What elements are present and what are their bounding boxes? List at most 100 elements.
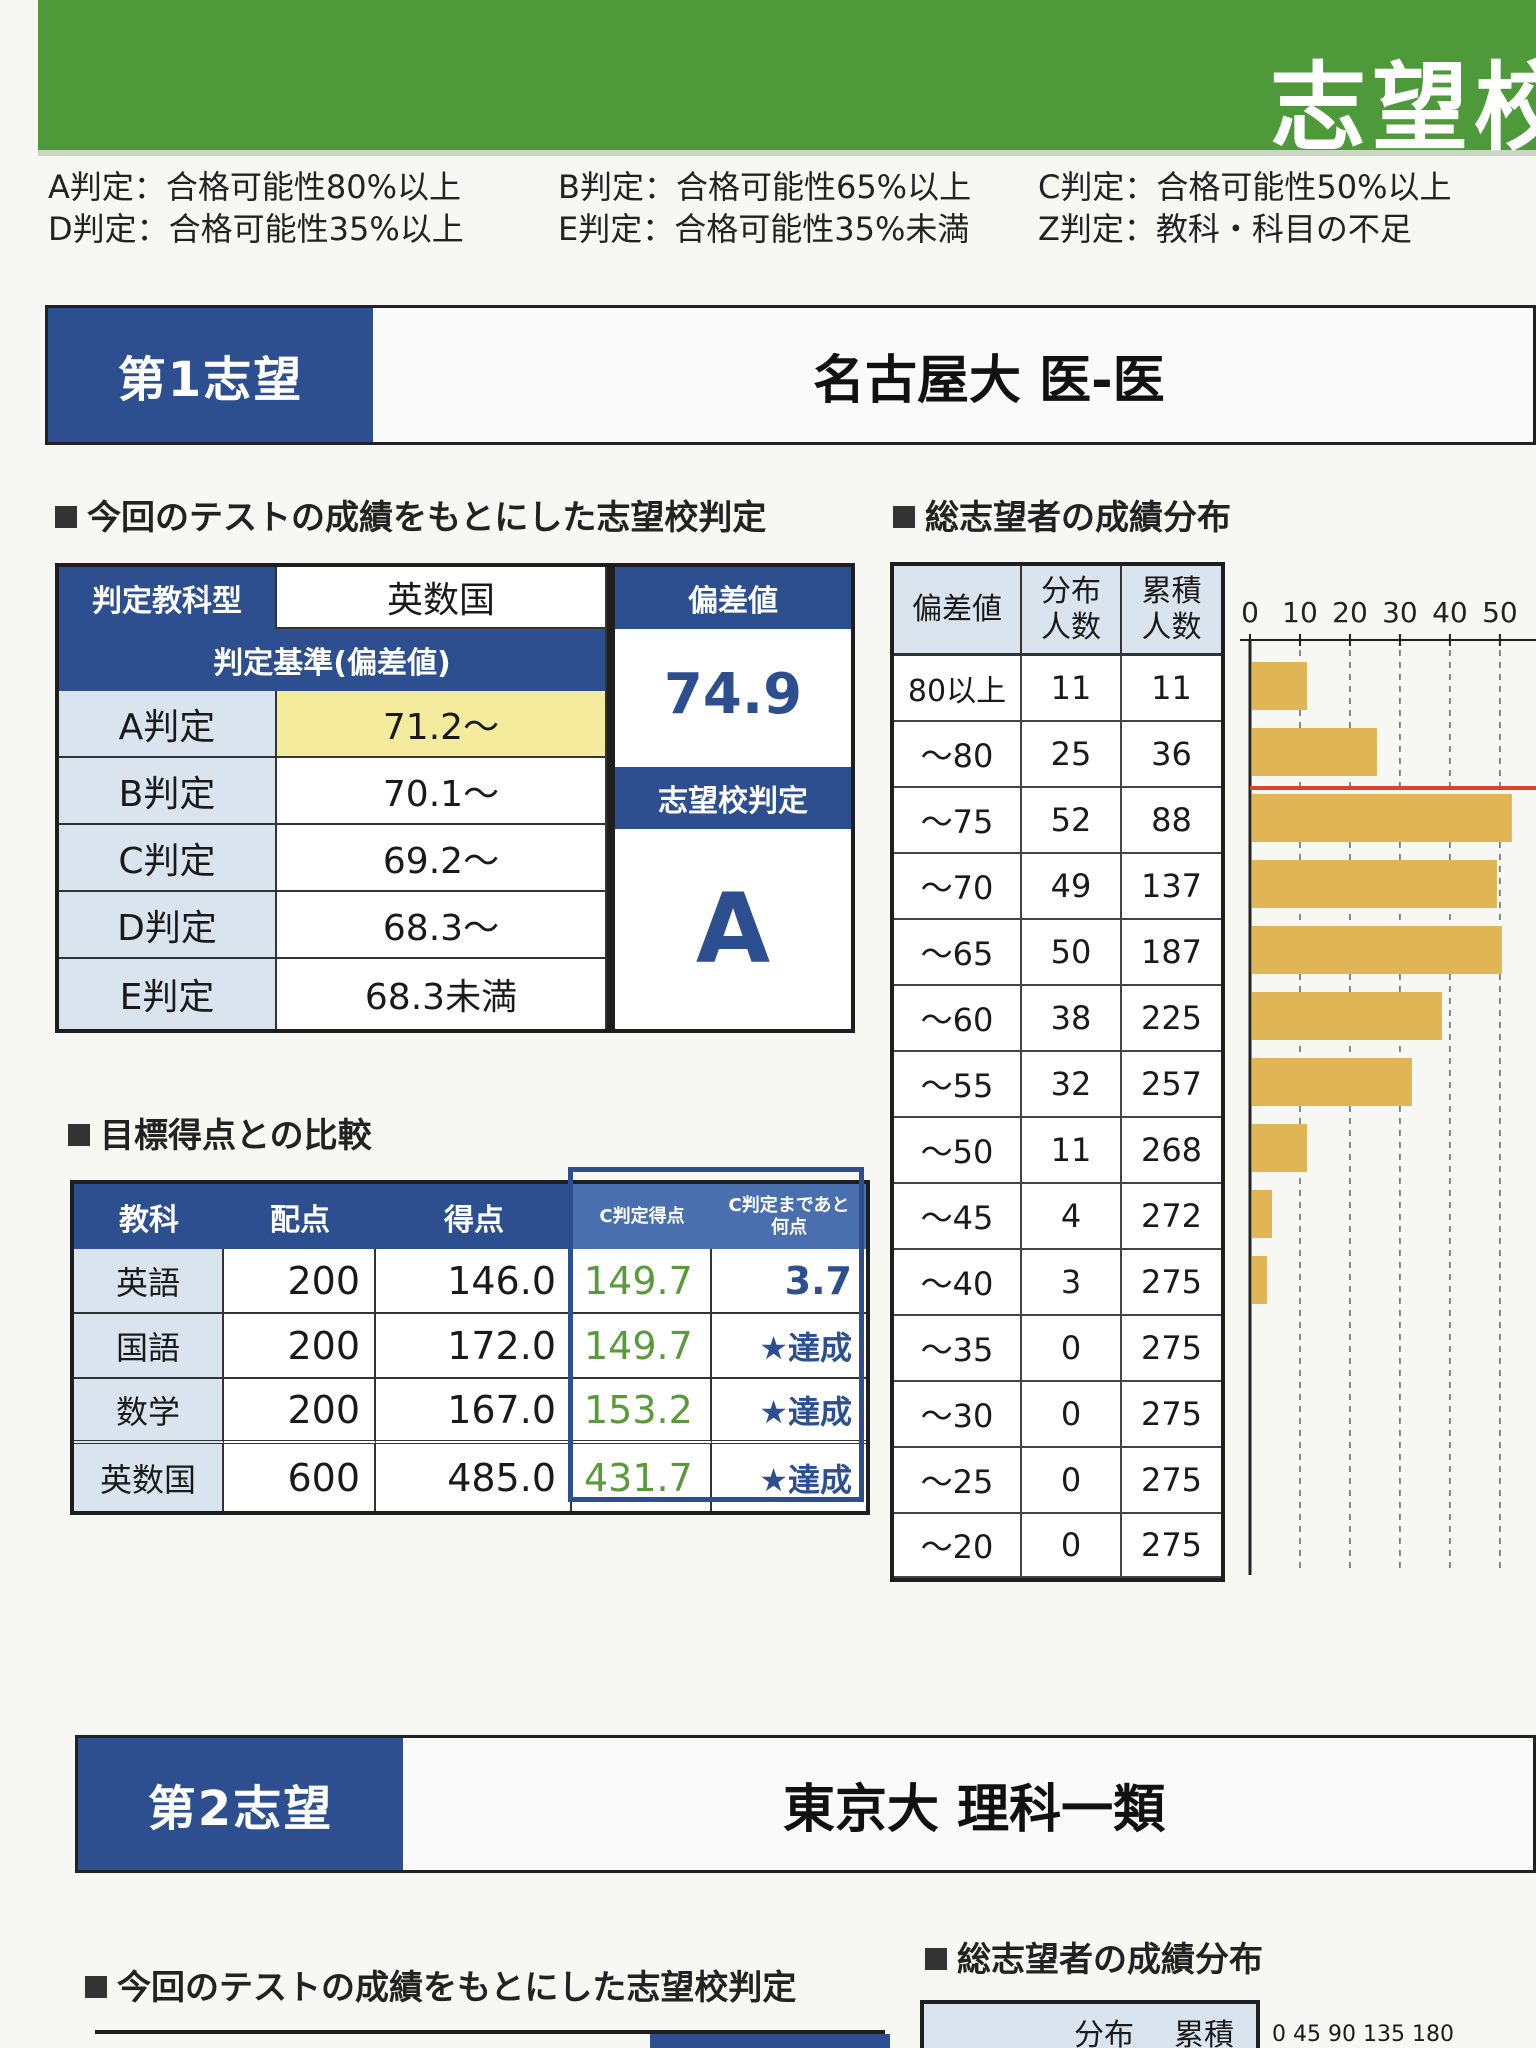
dist-cum: 275 <box>1122 1316 1221 1382</box>
dist-range: 〜45 <box>894 1184 1022 1250</box>
dist-cum: 225 <box>1122 986 1221 1052</box>
dist-cum: 36 <box>1122 722 1221 788</box>
compare-header-remaining: C判定まであと何点 <box>712 1184 866 1249</box>
dist-header-cum: 累積人数 <box>1122 566 1221 656</box>
judgement-row-label: E判定 <box>59 959 277 1029</box>
choice2-distribution-table: 分布 累積 <box>920 2000 1260 2048</box>
bar-〜60 <box>1252 992 1442 1040</box>
dist-cum: 11 <box>1122 656 1221 722</box>
compare-score: 485.0 <box>376 1444 572 1511</box>
compare-c-score: 431.7 <box>572 1444 712 1511</box>
bar-〜40 <box>1252 1256 1267 1304</box>
dist-count: 0 <box>1022 1514 1122 1578</box>
dist-range: 〜80 <box>894 722 1022 788</box>
dist-count: 0 <box>1022 1316 1122 1382</box>
x-tick-label: 0 <box>1241 600 1259 629</box>
legend-z: Z判定：教科・科目の不足 <box>1038 210 1412 248</box>
dist-cum: 272 <box>1122 1184 1221 1250</box>
table-divider <box>607 567 615 1029</box>
dist-range: 〜35 <box>894 1316 1022 1382</box>
x-tick-label: 30 <box>1382 600 1418 629</box>
bar-〜55 <box>1252 1058 1412 1106</box>
judgement-row-label: C判定 <box>59 825 277 892</box>
compare-score: 172.0 <box>376 1314 572 1379</box>
choice2-judgement-table <box>95 2030 890 2048</box>
dist-count: 3 <box>1022 1250 1122 1316</box>
dist-range: 〜20 <box>894 1514 1022 1578</box>
dist-count: 52 <box>1022 788 1122 854</box>
compare-remaining: 3.7 <box>712 1249 866 1314</box>
dist-cum: 275 <box>1122 1448 1221 1514</box>
dist-range: 〜25 <box>894 1448 1022 1514</box>
dist-range: 〜60 <box>894 986 1022 1052</box>
compare-subject: 英語 <box>74 1249 224 1314</box>
distribution-section-heading: 総志望者の成績分布 <box>893 490 1231 539</box>
choice2-deviation-header <box>650 2034 890 2048</box>
x-tick-label: 20 <box>1332 600 1368 629</box>
compare-max: 200 <box>224 1379 376 1444</box>
judgement-row-value: 68.3〜 <box>277 892 607 959</box>
compare-c-score: 153.2 <box>572 1379 712 1444</box>
compare-max: 200 <box>224 1314 376 1379</box>
dist-count: 25 <box>1022 722 1122 788</box>
choice2-dist-header-count: 分布 <box>1074 2018 1134 2048</box>
dist-range: 〜50 <box>894 1118 1022 1184</box>
dist-range: 〜65 <box>894 920 1022 986</box>
deviation-label: 偏差値 <box>615 567 851 629</box>
choice2-dist-header-cum: 累積 <box>1174 2018 1234 2048</box>
judgement-section-heading: 今回のテストの成績をもとにした志望校判定 <box>55 490 766 539</box>
dist-count: 11 <box>1022 656 1122 722</box>
dist-range: 〜75 <box>894 788 1022 854</box>
compare-header-score: 得点 <box>376 1184 572 1249</box>
compare-table: 教科 配点 得点 C判定得点 C判定まであと何点 英語 200 146.0 14… <box>70 1180 870 1515</box>
dist-count: 50 <box>1022 920 1122 986</box>
distribution-table: 偏差値 分布人数 累積人数 80以上 11 11 〜80 25 36 〜75 52 88 〜70 4… <box>890 562 1225 1582</box>
bar-〜45 <box>1252 1190 1272 1238</box>
judgement-row-label: B判定 <box>59 758 277 825</box>
choice2-university: 東京大 理科一類 <box>783 1779 1166 1840</box>
choice2-distribution-heading: 総志望者の成績分布 <box>925 1932 1263 1981</box>
compare-section-heading: 目標得点との比較 <box>68 1108 372 1157</box>
dist-cum: 275 <box>1122 1382 1221 1448</box>
bar-80以上 <box>1252 662 1307 710</box>
subject-type-label: 判定教科型 <box>59 567 277 629</box>
dist-cum: 187 <box>1122 920 1221 986</box>
judgement-row-value: 69.2〜 <box>277 825 607 892</box>
dist-cum: 88 <box>1122 788 1221 854</box>
x-tick-label: 10 <box>1282 600 1318 629</box>
dist-count: 0 <box>1022 1382 1122 1448</box>
choice2-banner: 第2志望 東京大 理科一類 <box>75 1735 1536 1873</box>
header-rule <box>38 150 1536 156</box>
compare-subject: 英数国 <box>74 1444 224 1511</box>
c-judgement-highlight-box <box>568 1167 864 1502</box>
judgement-row-value: 68.3未満 <box>277 959 607 1029</box>
page-title: 志望校 <box>1270 52 1536 164</box>
dist-count: 4 <box>1022 1184 1122 1250</box>
compare-max: 600 <box>224 1444 376 1511</box>
judgement-legend: A判定：合格可能性80%以上 B判定：合格可能性65%以上 C判定：合格可能性5… <box>48 162 1508 248</box>
x-tick-label: 50 <box>1482 600 1518 629</box>
judgement-row-value: 71.2〜 <box>277 691 607 758</box>
compare-score: 167.0 <box>376 1379 572 1444</box>
header-band <box>38 0 1536 150</box>
legend-b: B判定：合格可能性65%以上 <box>558 168 972 206</box>
subject-type-value: 英数国 <box>277 567 607 629</box>
compare-remaining: ★達成 <box>759 1460 852 1499</box>
dist-count: 38 <box>1022 986 1122 1052</box>
judgement-table: 判定教科型 英数国 判定基準(偏差値) A判定 71.2〜 B判定 70.1〜 … <box>55 563 855 1033</box>
dist-count: 0 <box>1022 1448 1122 1514</box>
choice2-judgement-heading: 今回のテストの成績をもとにした志望校判定 <box>85 1960 796 2009</box>
result-value: A <box>695 873 771 985</box>
bar-〜50 <box>1252 1124 1307 1172</box>
bar-〜70 <box>1252 860 1497 908</box>
legend-e: E判定：合格可能性35%未満 <box>558 210 970 248</box>
dist-range: 80以上 <box>894 656 1022 722</box>
dist-header-count: 分布人数 <box>1022 566 1122 656</box>
dist-range: 〜70 <box>894 854 1022 920</box>
criteria-label: 判定基準(偏差値) <box>59 629 607 691</box>
dist-cum: 257 <box>1122 1052 1221 1118</box>
dist-cum: 275 <box>1122 1514 1221 1578</box>
compare-remaining: ★達成 <box>712 1314 866 1379</box>
choice1-label: 第1志望 <box>48 308 373 442</box>
result-label: 志望校判定 <box>615 767 851 829</box>
